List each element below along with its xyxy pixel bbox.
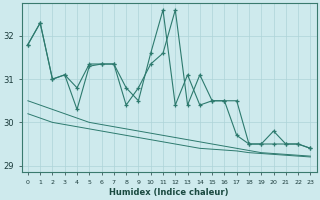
X-axis label: Humidex (Indice chaleur): Humidex (Indice chaleur)	[109, 188, 229, 197]
